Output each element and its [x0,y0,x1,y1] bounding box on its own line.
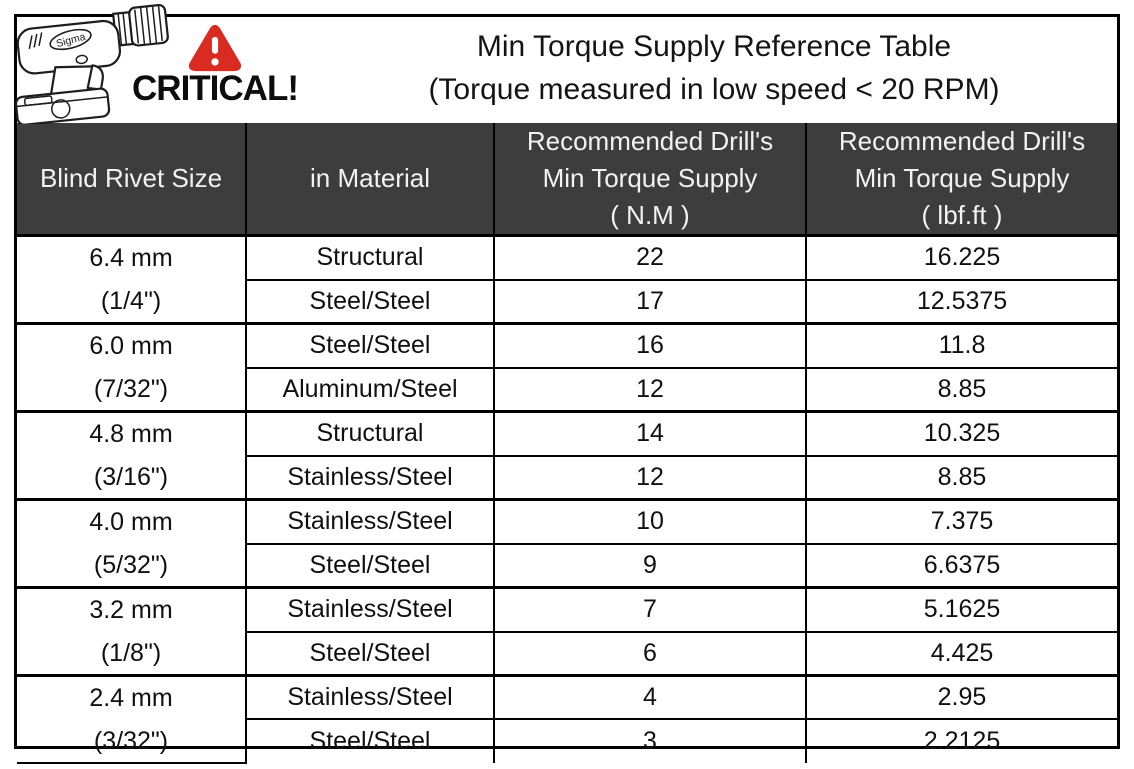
title-band: CRITICAL! Min Torque Supply Reference Ta… [17,17,1117,123]
size-inch: (5/32") [93,550,169,579]
torque-lbfft-cell: 12.5375 [805,278,1117,325]
col-header-rivet-size: Blind Rivet Size [17,123,247,237]
table-row: 3.2 mm (1/8") Stainless/Steel 7 5.1625 [17,586,1117,677]
torque-lbfft-cell: 10.325 [805,410,1117,457]
torque-lbfft-cell: 5.1625 [805,586,1117,633]
size-inch: (3/32") [93,726,169,755]
critical-warning-block: CRITICAL! [100,21,330,108]
torque-nm-cell: 12 [493,454,807,501]
size-mm: 6.0 mm [89,332,173,360]
drill-image: Sigma [14,3,169,124]
torque-lbfft-cell: 8.85 [805,454,1117,501]
table-row: 4.8 mm (3/16") Structural 14 10.325 [17,410,1117,501]
sheet-title: Min Torque Supply Reference Table [476,30,952,63]
table-row: Steel/Steel 6 4.425 [17,630,1117,677]
sheet-title-block: Min Torque Supply Reference Table (Torqu… [317,25,1111,111]
size-cell: 4.8 mm (3/16") [17,410,247,501]
outer-border-frame: CRITICAL! Min Torque Supply Reference Ta… [14,14,1120,764]
material-cell: Stainless/Steel [245,586,495,633]
size-cell: 2.4 mm (3/32") [17,674,247,764]
torque-nm-cell: 22 [493,234,807,281]
torque-lbfft-cell: 8.85 [805,366,1117,413]
sheet-subtitle: (Torque measured in low speed < 20 RPM) [428,73,1000,106]
torque-nm-cell: 9 [493,542,807,589]
size-cell: 6.0 mm (7/32") [17,322,247,413]
size-mm: 4.8 mm [89,420,173,448]
material-cell: Stainless/Steel [245,454,495,501]
size-cell: 3.2 mm (1/8") [17,586,247,677]
drill-brand-badge [49,28,92,51]
material-cell: Steel/Steel [245,718,495,763]
torque-reference-table: Blind Rivet Size in Material Recommended… [17,123,1117,764]
size-mm: 2.4 mm [89,684,173,712]
col-header-torque-nm: Recommended Drill's Min Torque Supply ( … [493,123,807,237]
warning-triangle-icon [188,24,242,72]
size-inch: (1/8") [100,638,162,667]
material-cell: Steel/Steel [245,322,495,369]
critical-label: CRITICAL! [132,69,299,108]
size-mm: 4.0 mm [89,508,173,536]
material-cell: Stainless/Steel [245,498,495,545]
size-mm: 6.4 mm [89,244,173,272]
material-cell: Aluminum/Steel [245,366,495,413]
table-row: Steel/Steel 9 6.6375 [17,542,1117,589]
material-cell: Steel/Steel [245,278,495,325]
torque-nm-cell: 10 [493,498,807,545]
torque-nm-cell: 14 [493,410,807,457]
table-row: 6.4 mm (1/4") Structural 22 16.225 [17,234,1117,325]
size-inch: (1/4") [100,286,162,315]
torque-lbfft-cell: 2.95 [805,674,1117,721]
table-row: Steel/Steel 3 2.2125 [17,718,1117,763]
torque-nm-cell: 16 [493,322,807,369]
torque-nm-cell: 12 [493,366,807,413]
size-inch: (7/32") [93,374,169,403]
torque-nm-cell: 7 [493,586,807,633]
torque-lbfft-cell: 2.2125 [805,718,1117,763]
table-row: Stainless/Steel 12 8.85 [17,454,1117,501]
col-header-torque-lbfft: Recommended Drill's Min Torque Supply ( … [805,123,1117,237]
size-inch: (3/16") [93,462,169,491]
header-row: Blind Rivet Size in Material Recommended… [17,123,1117,237]
material-cell: Stainless/Steel [245,674,495,721]
material-cell: Steel/Steel [245,542,495,589]
table-row: 4.0 mm (5/32") Stainless/Steel 10 7.375 [17,498,1117,589]
size-cell: 6.4 mm (1/4") [17,234,247,325]
material-cell: Structural [245,234,495,281]
table-row: 6.0 mm (7/32") Steel/Steel 16 11.8 [17,322,1117,413]
torque-lbfft-cell: 6.6375 [805,542,1117,589]
col-header-material: in Material [245,123,495,237]
table-row: 2.4 mm (3/32") Stainless/Steel 4 2.95 [17,674,1117,764]
material-cell: Structural [245,410,495,457]
torque-nm-cell: 6 [493,630,807,677]
torque-nm-cell: 17 [493,278,807,325]
table-row: Steel/Steel 17 12.5375 [17,278,1117,325]
material-cell: Steel/Steel [245,630,495,677]
torque-lbfft-cell: 16.225 [805,234,1117,281]
size-mm: 3.2 mm [89,596,173,624]
torque-lbfft-cell: 4.425 [805,630,1117,677]
torque-lbfft-cell: 7.375 [805,498,1117,545]
torque-nm-cell: 3 [493,718,807,763]
table-row: Aluminum/Steel 12 8.85 [17,366,1117,413]
torque-nm-cell: 4 [493,674,807,721]
torque-lbfft-cell: 11.8 [805,322,1117,369]
size-cell: 4.0 mm (5/32") [17,498,247,589]
